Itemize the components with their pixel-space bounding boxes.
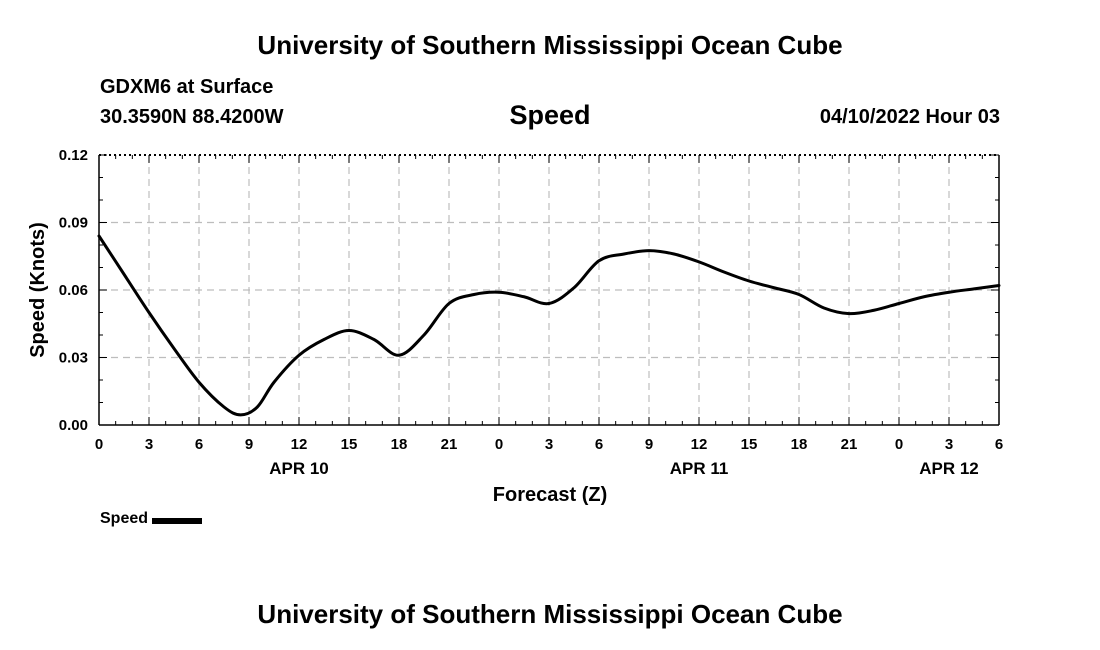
y-tick-label: 0.06 <box>59 282 88 299</box>
x-tick-label: 18 <box>791 436 808 453</box>
y-tick-label: 0.09 <box>59 215 88 232</box>
x-tick-label: 21 <box>841 436 858 453</box>
forecast-datetime: 04/10/2022 Hour 03 <box>819 106 1000 128</box>
y-tick-label: 0.12 <box>59 147 88 164</box>
y-tick-label: 0.00 <box>59 417 88 434</box>
x-tick-label: 6 <box>995 436 1003 453</box>
speed-series-line <box>97 234 1001 417</box>
x-tick-label: 15 <box>741 436 758 453</box>
x-tick-label: 3 <box>945 436 953 453</box>
x-tick-label: 21 <box>441 436 458 453</box>
x-tick-label: 0 <box>95 436 103 453</box>
x-tick-label: 9 <box>245 436 253 453</box>
x-tick-label: 15 <box>341 436 358 453</box>
x-tick-label: 6 <box>195 436 203 453</box>
footer-title: University of Southern Mississippi Ocean… <box>257 599 843 629</box>
station-label: GDXM6 at Surface <box>100 76 274 98</box>
date-label: APR 12 <box>919 459 979 478</box>
x-tick-label: 12 <box>691 436 708 453</box>
legend-label: Speed <box>100 510 149 527</box>
grid-layer <box>99 155 999 425</box>
axes-layer <box>98 154 1000 426</box>
x-tick-label: 0 <box>895 436 903 453</box>
x-tick-label: 3 <box>545 436 553 453</box>
x-axis-label: Forecast (Z) <box>493 484 607 506</box>
date-label: APR 11 <box>670 459 729 478</box>
chart-title: Speed <box>509 100 591 130</box>
chart-header-title: University of Southern Mississippi Ocean… <box>257 30 843 60</box>
x-tick-label: 18 <box>391 436 408 453</box>
series-layer <box>97 234 1001 417</box>
legend-swatch <box>152 517 203 524</box>
x-tick-label: 3 <box>145 436 153 453</box>
x-tick-label: 12 <box>291 436 308 453</box>
legend: Speed <box>100 510 203 528</box>
coordinates-label: 30.3590N 88.4200W <box>100 106 284 128</box>
y-axis-label: Speed (Knots) <box>27 222 49 358</box>
x-tick-label: 6 <box>595 436 603 453</box>
labels-layer: 0 3 6 9 12 15 18 21 0 3 6 9 12 15 18 21 0 3 6 0.00 0.03 0.06 0… <box>59 147 1003 478</box>
x-tick-label: 9 <box>645 436 653 453</box>
date-label: APR 10 <box>269 459 329 478</box>
y-tick-label: 0.03 <box>59 350 88 367</box>
x-tick-label: 0 <box>495 436 503 453</box>
